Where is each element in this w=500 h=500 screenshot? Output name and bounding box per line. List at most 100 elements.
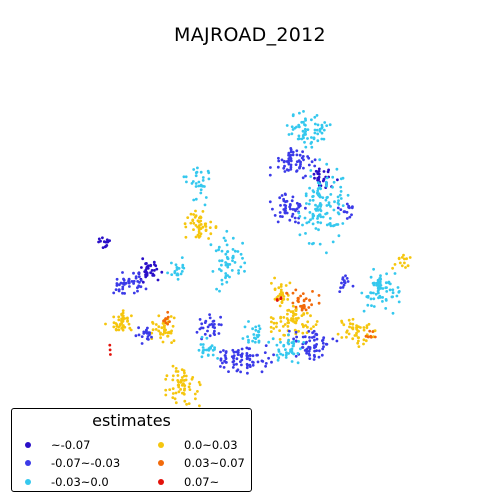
map-point — [289, 348, 292, 352]
map-point — [296, 296, 300, 300]
map-point — [285, 351, 288, 355]
map-point — [384, 286, 388, 290]
map-point — [277, 350, 281, 353]
map-point — [308, 339, 312, 343]
map-point — [275, 343, 279, 347]
map-point — [315, 343, 318, 346]
map-point — [159, 331, 162, 335]
map-point — [312, 136, 316, 140]
map-point — [395, 294, 399, 298]
map-point — [391, 288, 395, 292]
map-point — [374, 292, 378, 296]
map-point — [232, 350, 236, 354]
map-point — [121, 291, 124, 295]
map-point — [153, 263, 156, 266]
map-point — [224, 274, 228, 278]
map-point — [147, 338, 150, 341]
map-point — [279, 340, 282, 344]
map-point — [97, 237, 101, 241]
map-point — [284, 204, 288, 208]
map-point — [255, 353, 259, 357]
map-point — [308, 211, 312, 214]
map-point — [343, 281, 347, 285]
map-point — [342, 323, 346, 327]
map-point — [246, 364, 249, 367]
map-point — [278, 329, 281, 332]
map-point — [176, 370, 180, 373]
map-point — [166, 334, 170, 338]
map-point — [297, 300, 300, 304]
map-point — [291, 150, 295, 154]
map-point — [132, 282, 136, 285]
map-point — [199, 191, 203, 195]
map-point — [323, 121, 327, 124]
map-point — [302, 341, 306, 344]
map-point — [136, 289, 139, 293]
map-point — [264, 364, 267, 368]
legend-label-class-6: 0.07~ — [184, 475, 220, 489]
map-point — [287, 333, 290, 337]
map-point — [290, 132, 294, 136]
map-point — [264, 362, 268, 365]
map-point — [332, 180, 336, 184]
legend: estimates ~-0.07 -0.07~-0.03 -0.03~0.0 0… — [11, 408, 252, 492]
map-point — [194, 174, 198, 178]
map-point — [372, 267, 375, 271]
map-point — [255, 334, 259, 337]
map-point — [168, 388, 172, 391]
map-point — [279, 204, 282, 207]
map-point — [397, 290, 401, 293]
map-point — [231, 248, 235, 251]
map-point — [192, 198, 196, 202]
map-point — [253, 340, 257, 344]
map-point — [209, 243, 213, 247]
map-point — [176, 277, 180, 281]
map-point — [132, 271, 135, 275]
map-point — [357, 336, 360, 340]
map-point — [348, 215, 352, 219]
map-point — [119, 322, 122, 326]
map-point — [226, 250, 230, 253]
map-point — [313, 128, 317, 132]
map-point — [197, 380, 201, 384]
map-point — [170, 329, 174, 333]
map-point — [372, 305, 376, 308]
map-point — [149, 271, 153, 275]
map-point — [328, 123, 332, 127]
map-point — [403, 257, 406, 261]
map-point — [180, 256, 184, 259]
map-point — [261, 360, 265, 363]
map-point — [155, 267, 159, 271]
map-point — [320, 131, 324, 135]
map-point — [137, 284, 141, 288]
map-point — [317, 355, 321, 359]
map-point — [196, 233, 200, 237]
legend-label-class-1: ~-0.07 — [51, 438, 91, 452]
map-point — [347, 318, 351, 322]
map-point — [239, 265, 243, 269]
map-point — [325, 162, 329, 166]
map-point — [320, 353, 324, 357]
map-point — [328, 222, 332, 225]
map-point — [298, 166, 301, 169]
map-point — [224, 252, 228, 256]
map-point — [208, 313, 212, 316]
map-point — [404, 266, 407, 269]
map-point — [315, 320, 319, 323]
map-point — [294, 305, 298, 309]
map-point — [316, 181, 320, 185]
map-point — [272, 353, 275, 357]
map-point — [257, 324, 261, 328]
legend-label-class-3: -0.03~0.0 — [51, 475, 109, 489]
map-point — [127, 277, 131, 281]
map-point — [160, 326, 164, 330]
map-point — [357, 329, 360, 333]
map-point — [130, 314, 133, 318]
map-point — [313, 176, 316, 180]
map-point — [101, 236, 104, 240]
map-point — [301, 292, 305, 295]
map-point — [241, 241, 245, 245]
map-point — [341, 204, 345, 208]
map-point — [293, 216, 297, 220]
map-point — [286, 321, 290, 325]
